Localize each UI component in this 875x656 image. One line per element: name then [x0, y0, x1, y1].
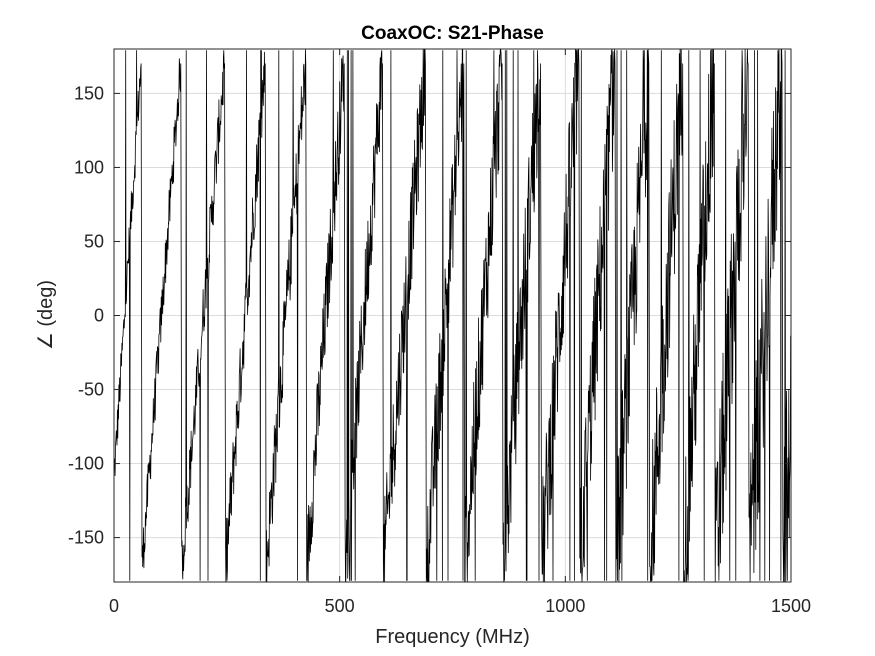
y-tick-label: -50 — [78, 380, 104, 400]
x-tick-label: 1000 — [545, 596, 585, 616]
y-tick-label: 100 — [74, 157, 104, 177]
chart-title: CoaxOC: S21-Phase — [361, 23, 544, 44]
x-tick-label: 500 — [325, 596, 355, 616]
y-tick-label: 150 — [74, 83, 104, 103]
x-tick-label: 0 — [109, 596, 119, 616]
y-tick-label: 0 — [94, 306, 104, 326]
y-tick-label: 50 — [84, 231, 104, 251]
y-tick-label: -150 — [68, 528, 104, 548]
y-axis-label: ∠ (deg) — [35, 280, 57, 350]
x-tick-label: 1500 — [771, 596, 811, 616]
y-tick-label: -100 — [68, 454, 104, 474]
x-axis-label: Frequency (MHz) — [375, 626, 529, 648]
x-axis-ticks: 0 500 1000 1500 — [109, 49, 811, 616]
